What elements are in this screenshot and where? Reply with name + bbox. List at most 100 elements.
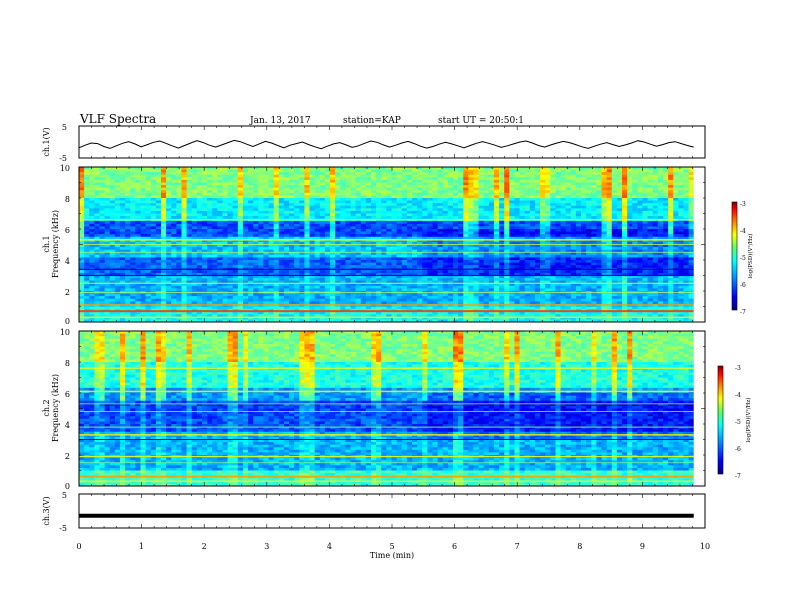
heatmap-cell [442,179,449,183]
ch1-voltage-line [78,139,694,150]
heatmap-cell [437,169,444,173]
heatmap-cell [324,221,331,225]
heatmap-cell [309,187,316,191]
heatmap-cell [196,223,203,227]
heatmap-cell [155,223,162,227]
heatmap-cell [94,205,100,209]
heatmap-cell [196,260,203,263]
heatmap-cell [442,174,449,178]
heatmap-cell [181,234,187,238]
heatmap-cell [452,216,459,220]
heatmap-cell [663,185,669,189]
heatmap-cell [540,239,546,243]
heatmap-cell [360,182,367,186]
heatmap-cell [104,221,111,225]
heatmap-cell [683,265,690,269]
heatmap-cell [258,172,264,176]
heatmap-cell [330,210,336,214]
heatmap-cell [258,226,264,230]
heatmap-cell [278,254,285,258]
heatmap-cell [678,223,684,227]
heatmap-cell [289,223,295,227]
heatmap-cell [688,169,695,173]
heatmap-cell [119,172,126,176]
heatmap-cell [575,236,582,240]
heatmap-cell [166,270,172,274]
heatmap-cell [478,200,485,204]
heatmap-cell [504,239,510,243]
heatmap-cell [575,185,582,189]
heatmap-cell [493,270,500,274]
heatmap-cell [273,249,280,253]
heatmap-cell [355,179,362,183]
heatmap-cell [160,177,167,181]
heatmap-cell [591,177,597,181]
heatmap-cell [411,174,418,178]
heatmap-cell [155,185,162,189]
heatmap-cell [657,236,664,240]
heatmap-cell [212,198,218,201]
heatmap-cell [253,257,259,261]
heatmap-cell [125,210,131,214]
heatmap-cell [125,223,131,227]
heatmap-cell [452,185,459,189]
heatmap-cell [309,262,316,266]
heatmap-cell [427,221,433,225]
heatmap-cell [622,177,628,181]
heatmap-cell [442,265,449,269]
heatmap-cell [586,257,592,261]
heatmap-cell [417,187,423,191]
heatmap-cell [294,239,300,243]
heatmap-cell [616,195,623,199]
heatmap-cell [678,210,684,214]
heatmap-cell [340,252,346,256]
heatmap-cell [504,247,510,251]
heatmap-cell [304,239,310,243]
heatmap-cell [109,179,116,183]
heatmap-cell [381,257,387,261]
heatmap-cell [396,203,403,207]
heatmap-cell [201,213,208,217]
heatmap-cell [360,185,367,189]
heatmap-cell [632,247,638,251]
heatmap-cell [365,203,372,207]
heatmap-cell [688,208,695,212]
heatmap-cell [616,231,623,235]
heatmap-cell [555,182,561,186]
heatmap-cell [258,247,264,251]
heatmap-cell [642,192,649,196]
heatmap-cell [273,270,280,274]
heatmap-cell [596,236,602,240]
heatmap-cell [79,182,85,186]
heatmap-cell [227,198,234,201]
heatmap-cell [109,213,116,217]
heatmap-cell [89,195,95,199]
heatmap-cell [365,192,372,196]
heatmap-cell [519,244,526,248]
heatmap-cell [207,234,213,238]
heatmap-cell [411,244,418,248]
heatmap-cell [319,177,326,181]
heatmap-cell [591,190,597,194]
heatmap-cell [222,260,228,263]
heatmap-cell [652,177,659,181]
heatmap-cell [688,252,695,256]
heatmap-cell [657,213,664,217]
heatmap-cell [406,213,413,217]
heatmap-cell [483,192,490,196]
heatmap-cell [355,167,362,170]
heatmap-cell [253,265,259,269]
heatmap-cell [181,260,187,263]
heatmap-cell [181,239,187,243]
heatmap-cell [678,174,684,178]
heatmap-cell [601,203,608,207]
heatmap-cell [278,234,285,238]
heatmap-cell [145,234,152,238]
heatmap-cell [278,174,285,178]
heatmap-cell [529,187,536,191]
heatmap-cell [304,169,310,173]
heatmap-cell [314,198,321,201]
heatmap-cell [647,177,654,181]
heatmap-cell [422,192,428,196]
heatmap-cell [196,239,203,243]
